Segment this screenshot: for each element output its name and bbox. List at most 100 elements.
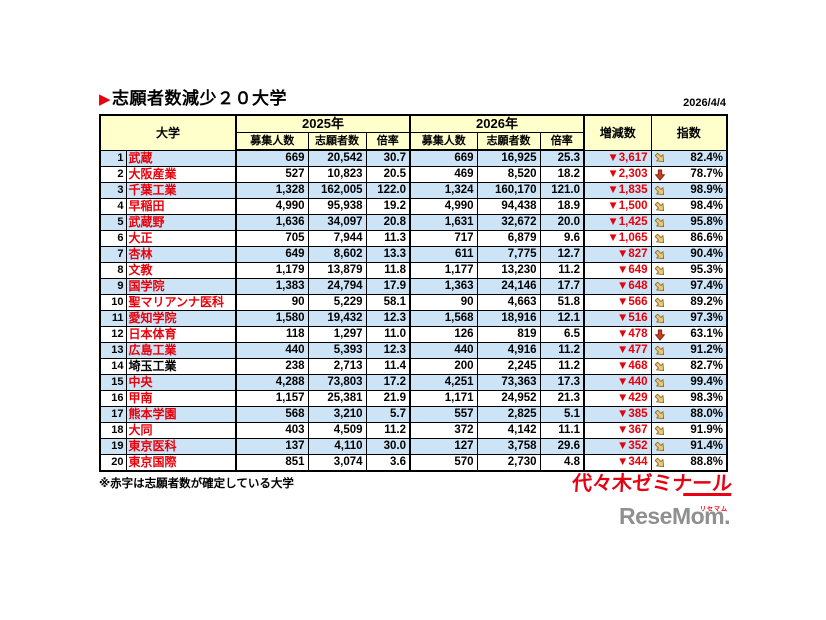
index-percent: 95.3% (690, 264, 724, 276)
ratio-2025: 11.4 (365, 358, 412, 375)
index-percent: 97.3% (690, 312, 724, 324)
recruit-count-2025: 649 (235, 246, 309, 263)
change-value: ▼649 (583, 262, 652, 279)
change-value: ▼477 (583, 342, 652, 359)
trend-down-right-icon (654, 217, 666, 229)
recruit-count-2025: 4,288 (235, 374, 309, 391)
table-row: 14 埼玉工業 238 2,713 11.4 200 2,245 11.2 ▼468 82.7% (99, 358, 728, 375)
applicant-count-2026: 160,170 (476, 182, 541, 199)
row-rank: 10 (99, 294, 127, 311)
table-row: 10 聖マリアンナ医科 90 5,229 58.1 90 4,663 51.8 ▼566 89.2… (99, 294, 728, 311)
ratio-2026: 17.7 (539, 278, 586, 295)
change-value: ▼1,835 (583, 182, 652, 199)
recruit-count-2026: 1,631 (409, 214, 478, 231)
index-percent: 98.4% (690, 200, 724, 212)
university-name: 杏林 (125, 246, 238, 263)
change-value: ▼3,617 (583, 149, 652, 167)
row-rank: 12 (99, 326, 127, 343)
index-percent: 88.8% (690, 456, 724, 468)
applicant-count-2025: 162,005 (307, 182, 367, 199)
recruit-count-2026: 717 (409, 230, 478, 247)
applicant-count-2026: 4,663 (476, 294, 541, 311)
change-value: ▼440 (583, 374, 652, 391)
applicant-count-2026: 2,730 (476, 454, 541, 472)
applicant-count-2025: 5,393 (307, 342, 367, 359)
table-row: 15 中央 4,288 73,803 17.2 4,251 73,363 17.3 ▼440 99… (99, 374, 728, 391)
header-applicants-2026: 志願者数 (476, 132, 541, 151)
table-row: 20 東京国際 851 3,074 3.6 570 2,730 4.8 ▼344 88.8% (99, 454, 728, 472)
ratio-2025: 5.7 (365, 406, 412, 423)
applicant-count-2025: 95,938 (307, 198, 367, 215)
university-name: 千葉工業 (125, 182, 238, 199)
recruit-count-2026: 1,324 (409, 182, 478, 199)
row-rank: 17 (99, 406, 127, 423)
trend-down-right-icon (654, 313, 666, 325)
ratio-2026: 6.5 (539, 326, 586, 343)
change-value: ▼1,065 (583, 230, 652, 247)
ratio-2025: 17.9 (365, 278, 412, 295)
applicant-count-2025: 20,542 (307, 149, 367, 167)
ratio-2026: 12.1 (539, 310, 586, 327)
ratio-2025: 17.2 (365, 374, 412, 391)
recruit-count-2025: 1,580 (235, 310, 309, 327)
page-title: ▶志願者数減少２０大学 (99, 84, 287, 109)
ratio-2025: 21.9 (365, 390, 412, 407)
index-cell: 98.9% (650, 182, 728, 199)
recruit-count-2025: 118 (235, 326, 309, 343)
ratio-2025: 122.0 (365, 182, 412, 199)
index-cell: 88.8% (650, 454, 728, 472)
index-percent: 97.4% (690, 280, 724, 292)
recruit-count-2025: 669 (235, 149, 309, 167)
university-decline-table: 大学 2025年 2026年 増減数 指数 募集人数 志願者数 倍率 募集人数 … (99, 114, 729, 472)
change-value: ▼367 (583, 422, 652, 439)
university-name: 熊本学園 (125, 406, 238, 423)
table-row: 17 熊本学園 568 3,210 5.7 557 2,825 5.1 ▼385 88.0% (99, 406, 728, 423)
applicant-count-2026: 7,775 (476, 246, 541, 263)
header-recruit-2025: 募集人数 (235, 132, 309, 151)
table-row: 16 甲南 1,157 25,381 21.9 1,171 24,952 21.3 ▼429 98… (99, 390, 728, 407)
recruit-count-2026: 469 (409, 166, 478, 183)
index-cell: 97.3% (650, 310, 728, 327)
ratio-2026: 12.7 (539, 246, 586, 263)
trend-down-right-icon (654, 201, 666, 213)
university-name: 大阪産業 (125, 166, 238, 183)
applicant-count-2025: 19,432 (307, 310, 367, 327)
university-name: 愛知学院 (125, 310, 238, 327)
row-rank: 1 (99, 149, 127, 167)
table-row: 4 早稲田 4,990 95,938 19.2 4,990 94,438 18.9 ▼1,500… (99, 198, 728, 215)
recruit-count-2025: 238 (235, 358, 309, 375)
title-text: 志願者数減少２０大学 (112, 89, 288, 108)
header-recruit-2026: 募集人数 (409, 132, 478, 151)
index-cell: 86.6% (650, 230, 728, 247)
recruit-count-2025: 403 (235, 422, 309, 439)
header-row: ▶志願者数減少２０大学 2026/4/4 (99, 84, 726, 109)
table-row: 7 杏林 649 8,602 13.3 611 7,775 12.7 ▼827 90.4% (99, 246, 728, 263)
index-percent: 91.4% (690, 440, 724, 452)
recruit-count-2026: 1,177 (409, 262, 478, 279)
applicant-count-2025: 10,823 (307, 166, 367, 183)
applicant-count-2025: 34,097 (307, 214, 367, 231)
applicant-count-2025: 5,229 (307, 294, 367, 311)
ratio-2026: 5.1 (539, 406, 586, 423)
change-value: ▼478 (583, 326, 652, 343)
recruit-count-2025: 1,157 (235, 390, 309, 407)
index-percent: 89.2% (690, 296, 724, 308)
ratio-2025: 11.0 (365, 326, 412, 343)
trend-down-right-icon (654, 281, 666, 293)
index-cell: 91.4% (650, 438, 728, 455)
row-rank: 16 (99, 390, 127, 407)
change-value: ▼566 (583, 294, 652, 311)
index-percent: 82.7% (690, 360, 724, 372)
index-cell: 97.4% (650, 278, 728, 295)
change-value: ▼352 (583, 438, 652, 455)
recruit-count-2025: 705 (235, 230, 309, 247)
university-name: 日本体育 (125, 326, 238, 343)
ratio-2026: 20.0 (539, 214, 586, 231)
recruit-count-2026: 127 (409, 438, 478, 455)
trend-down-right-icon (654, 233, 666, 245)
applicant-count-2026: 8,520 (476, 166, 541, 183)
row-rank: 13 (99, 342, 127, 359)
recruit-count-2025: 440 (235, 342, 309, 359)
change-value: ▼1,425 (583, 214, 652, 231)
logo-stack: 代々木ゼミナール リセマム ReseMom. (571, 473, 733, 528)
